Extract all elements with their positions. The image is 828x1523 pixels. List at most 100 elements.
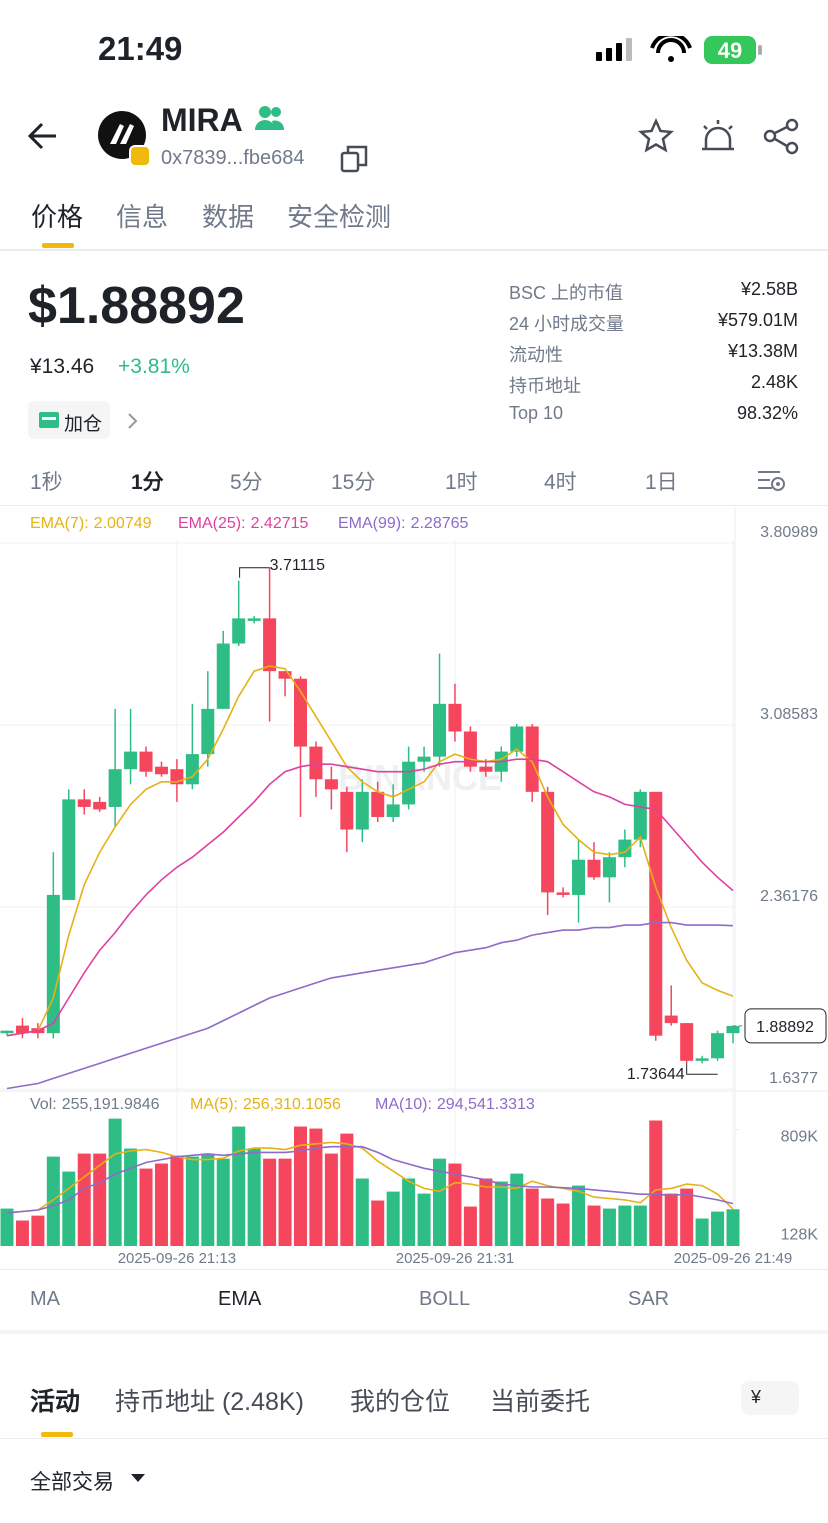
volume-bar [479,1178,493,1246]
legend-value: 2.28765 [411,515,469,532]
chart-settings[interactable] [756,466,788,494]
candle-body [633,791,647,840]
volume-bar [278,1158,292,1246]
stat-value: 98.32% [736,403,798,423]
candle-body [355,791,369,830]
indicator[interactable]: EMA [218,1288,262,1310]
legend-entry: EMA(7): 2.00749 [30,515,152,532]
low-label: 1.73644 [627,1066,685,1083]
candle-body [201,708,215,755]
candle-body [340,791,354,830]
legend-name: MA(5): [190,1096,238,1113]
copy-button[interactable] [340,145,368,173]
timeframe[interactable]: 5分 [230,471,263,494]
timeframe[interactable]: 1分 [131,471,164,494]
back-button[interactable] [26,120,62,152]
divider [0,505,828,506]
indicator[interactable]: SAR [628,1288,670,1310]
volume-ma-line [6,1145,734,1214]
indicator[interactable]: BOLL [419,1288,471,1310]
alert-button[interactable] [702,120,734,151]
share-button[interactable] [763,118,799,155]
volume-bar [587,1205,601,1246]
tab-price[interactable]: 价格 [31,202,84,232]
candle-body [46,894,60,1034]
volume-bar [185,1156,199,1246]
y-tick-label: 3.80989 [760,524,818,541]
timeframe[interactable]: 4时 [544,471,577,494]
volume-bar [93,1153,107,1246]
volume-bar [448,1163,462,1246]
candle-body [417,756,431,762]
volume-bar [108,1118,122,1246]
volume-bar [247,1148,261,1246]
volume-bar [463,1206,477,1246]
volume-bar [572,1185,586,1246]
chevron [128,413,138,429]
candle-body [154,766,168,775]
tab-security[interactable]: 安全检测 [287,202,392,232]
y-tick-label: 1.6377 [769,1070,818,1087]
candle-body [232,618,246,644]
legend-entry: MA(10): 294,541.3313 [375,1096,535,1113]
tab-data[interactable]: 数据 [202,202,255,232]
candle-body [726,1025,740,1034]
high-marker [239,567,270,578]
volume-bar [556,1203,570,1246]
candle-body [77,799,91,807]
volume-bar [62,1171,76,1246]
trade-filter[interactable]: 全部交易 [30,1471,114,1494]
bottom-tab[interactable]: 持币地址 (2.48K) [115,1388,304,1416]
ema-line [6,921,734,1090]
volume-bar [695,1218,709,1246]
candle-body [695,1058,709,1061]
timeframe[interactable]: 15分 [331,471,376,494]
stat-value: 2.48K [750,372,798,392]
stat-value: ¥2.58B [740,279,798,299]
stat-label: Top 10 [509,403,564,423]
volume-bar [417,1193,431,1246]
volume-bar [232,1126,246,1246]
ema-line [6,665,734,1037]
current-price-box [744,1008,827,1044]
y-tick-label: 3.08583 [760,706,818,723]
divider [0,1438,828,1439]
candle-body [247,618,261,621]
header-actions [638,118,799,155]
legend-entry: EMA(25): 2.42715 [178,515,309,532]
currency-toggle[interactable]: ¥ [741,1381,799,1415]
candle-body [0,1030,14,1034]
volume-bar [618,1205,632,1246]
indicator[interactable]: MA [30,1288,60,1310]
volume-ma-line [6,1141,734,1214]
y-tick-label: 2.36176 [760,888,818,905]
current-price-label: 1.88892 [756,1019,814,1036]
timeframe[interactable]: 1日 [645,471,678,494]
volume-bar [541,1198,555,1246]
volume-bar [494,1181,508,1246]
volume-bar [293,1126,307,1246]
community-icon [255,106,285,130]
timeframe[interactable]: 1时 [445,471,478,494]
candle-body [263,618,277,672]
bottom-tab[interactable]: 我的仓位 [350,1388,451,1416]
x-tick-label: 2025-09-26 21:13 [118,1250,236,1267]
tab-indicator [41,1432,73,1437]
favorite-button[interactable] [638,118,675,153]
candle-body [293,678,307,747]
tab-info[interactable]: 信息 [116,202,169,232]
stat-label: BSC 上的市值 [509,283,624,303]
tab-indicator [42,243,74,248]
legend-entry: MA(5): 256,310.1056 [190,1096,341,1113]
candle-body [433,703,447,757]
price-main: $1.88892 [28,277,245,335]
timeframe[interactable]: 1秒 [30,471,63,494]
bottom-tab[interactable]: 活动 [30,1388,81,1416]
candle-body [324,779,338,790]
volume-bar [386,1191,400,1246]
token-name: MIRA [161,102,243,138]
bottom-tab[interactable]: 当前委托 [490,1388,591,1416]
candle-body [711,1033,725,1059]
add-position-button[interactable]: 加仓 [28,401,110,439]
